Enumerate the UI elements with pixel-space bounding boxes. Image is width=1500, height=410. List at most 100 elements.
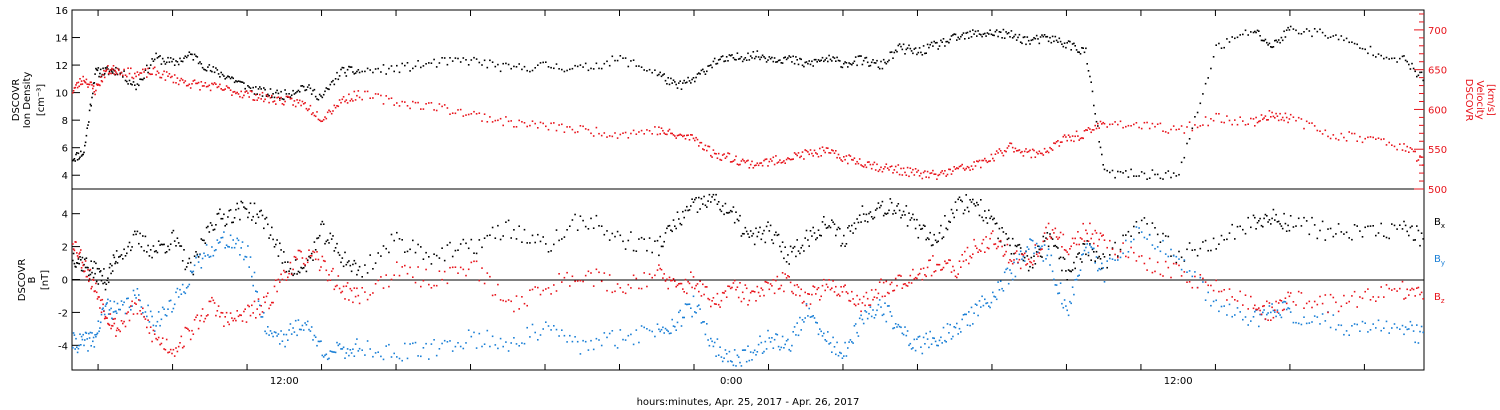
data-point — [839, 60, 841, 62]
data-point — [1079, 237, 1082, 239]
data-point — [1385, 144, 1388, 146]
data-point — [702, 283, 704, 286]
data-point — [1408, 328, 1410, 330]
data-point — [316, 251, 318, 253]
data-point — [900, 216, 902, 219]
data-point — [1035, 253, 1038, 255]
data-point — [563, 236, 566, 238]
data-point — [268, 237, 270, 239]
data-point — [1295, 119, 1297, 122]
data-point — [529, 124, 531, 127]
data-point — [1117, 255, 1119, 257]
data-point — [80, 80, 83, 82]
data-point — [803, 321, 805, 323]
data-point — [1244, 316, 1247, 318]
data-point — [1247, 308, 1249, 310]
data-point — [978, 214, 981, 217]
data-point — [1207, 77, 1209, 79]
data-point — [885, 62, 888, 65]
data-point — [914, 349, 917, 352]
data-point — [906, 225, 909, 227]
data-point — [965, 32, 967, 34]
data-point — [603, 272, 606, 274]
data-point — [526, 69, 528, 72]
data-point — [920, 51, 922, 54]
data-point — [111, 324, 113, 327]
data-point — [160, 63, 163, 65]
data-point — [1361, 320, 1364, 323]
data-point — [873, 161, 876, 164]
data-point — [1091, 129, 1094, 131]
data-point — [260, 88, 262, 90]
data-point — [724, 157, 727, 159]
data-point — [747, 345, 749, 347]
data-point — [502, 299, 504, 302]
data-point — [290, 273, 293, 276]
data-point — [1074, 45, 1076, 47]
data-point — [523, 122, 526, 124]
data-point — [1099, 146, 1102, 149]
data-point — [333, 83, 336, 86]
data-point — [811, 152, 813, 155]
data-point — [676, 134, 679, 137]
data-point — [188, 83, 191, 86]
data-point — [1419, 293, 1421, 296]
data-point — [372, 268, 374, 270]
data-point — [273, 100, 276, 102]
data-point — [529, 289, 531, 291]
data-point — [1289, 311, 1292, 313]
data-point — [799, 156, 801, 159]
data-point — [124, 312, 127, 315]
data-point — [797, 152, 800, 154]
data-point — [840, 352, 842, 355]
data-point — [781, 161, 784, 164]
data-point — [743, 233, 745, 235]
top-right-tick-label: 650 — [1428, 66, 1447, 77]
data-point — [965, 313, 967, 316]
data-point — [1025, 148, 1027, 150]
data-point — [167, 75, 169, 77]
data-point — [181, 260, 184, 262]
data-point — [1369, 136, 1372, 138]
data-point — [1252, 118, 1255, 120]
data-point — [694, 287, 696, 290]
data-point — [1023, 256, 1026, 259]
data-point — [149, 73, 152, 76]
data-point — [1199, 247, 1202, 250]
data-point — [704, 333, 707, 336]
data-point — [430, 102, 433, 104]
data-point — [338, 254, 341, 256]
data-point — [111, 70, 113, 73]
data-point — [523, 302, 526, 305]
data-point — [91, 285, 93, 288]
data-point — [73, 334, 76, 336]
data-point — [892, 172, 894, 174]
data-point — [73, 158, 76, 160]
data-point — [779, 159, 781, 161]
data-point — [297, 319, 300, 321]
data-point — [443, 270, 446, 273]
data-point — [167, 351, 169, 354]
data-point — [1380, 54, 1382, 57]
data-point — [338, 75, 341, 77]
data-point — [357, 294, 360, 297]
data-point — [149, 249, 152, 251]
data-point — [792, 55, 794, 58]
data-point — [1417, 342, 1420, 344]
data-point — [1279, 41, 1281, 44]
data-point — [992, 157, 994, 160]
data-point — [205, 69, 208, 72]
data-point — [340, 291, 342, 294]
data-point — [1151, 271, 1154, 274]
data-point — [296, 273, 298, 275]
data-point — [1231, 123, 1233, 126]
data-point — [686, 134, 688, 137]
data-point — [728, 54, 731, 56]
data-point — [102, 74, 104, 76]
data-point — [385, 345, 387, 347]
data-point — [912, 213, 914, 216]
data-point — [664, 280, 667, 282]
data-point — [1404, 224, 1407, 227]
data-point — [840, 286, 842, 288]
data-point — [720, 299, 723, 302]
